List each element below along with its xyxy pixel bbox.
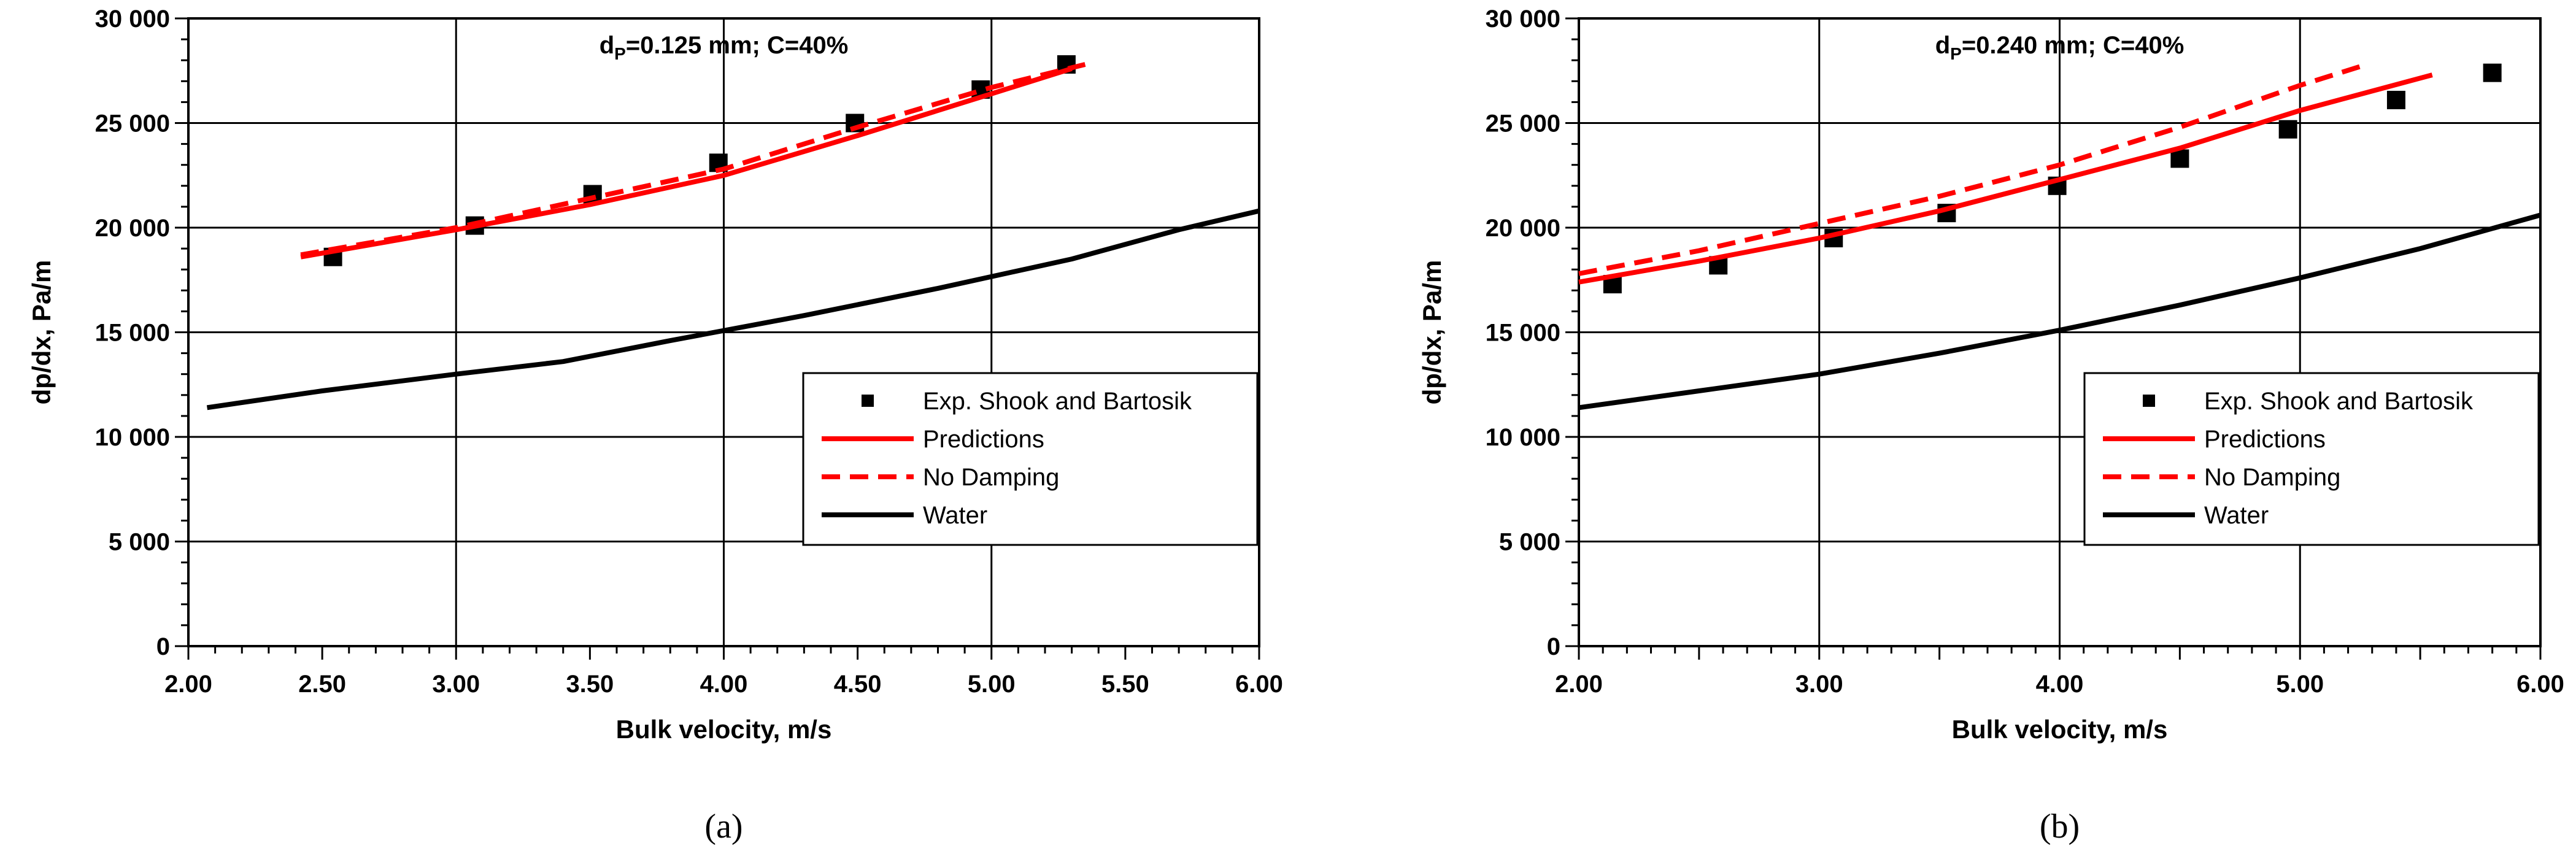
title-subscript: P <box>614 44 626 63</box>
y-tick-label: 25 000 <box>95 110 170 137</box>
legend-label: Water <box>2204 502 2269 529</box>
y-tick-label: 20 000 <box>1486 215 1560 242</box>
data-point-marker <box>2483 63 2502 82</box>
x-tick-label: 5.00 <box>968 671 1016 698</box>
axis-ticks <box>1565 17 2542 660</box>
chart-title: dP=0.125 mm; C=40% <box>600 32 849 63</box>
x-tick-label: 2.50 <box>298 671 346 698</box>
x-tick-label: 2.00 <box>1555 671 1603 698</box>
chart-panel-a: 2.00 2.50 3.00 3.50 4.00 4.50 5.00 5.50 6.00 0 5 0… <box>27 6 1283 846</box>
panel-caption: (b) <box>2040 808 2080 846</box>
legend-marker-key <box>862 395 874 407</box>
legend-label: Water <box>923 502 987 529</box>
legend-marker-key <box>2143 395 2155 407</box>
y-tick-label: 30 000 <box>95 6 170 33</box>
legend-label: Exp. Shook and Bartosik <box>923 388 1192 415</box>
water-line <box>206 208 1260 411</box>
x-axis-label: Bulk velocity, m/s <box>1952 715 2168 744</box>
chart-panel-b: 2.00 3.00 4.00 5.00 6.00 0 5 000 10 000 15 000 20… <box>1417 6 2564 846</box>
axis-ticks <box>175 17 1260 660</box>
x-tick-label: 6.00 <box>1235 671 1283 698</box>
y-tick-label: 10 000 <box>1486 424 1560 451</box>
title-rest: =0.125 mm; C=40% <box>626 32 848 59</box>
legend-label: Exp. Shook and Bartosik <box>2204 388 2474 415</box>
x-tick-label: 4.00 <box>2036 671 2084 698</box>
title-rest: =0.240 mm; C=40% <box>1962 32 2184 59</box>
x-tick-label: 5.00 <box>2276 671 2324 698</box>
y-tick-label: 0 <box>1547 633 1560 660</box>
series-group <box>1578 63 2542 411</box>
x-axis-label: Bulk velocity, m/s <box>616 715 832 744</box>
x-tick-label: 3.00 <box>1795 671 1843 698</box>
legend: Exp. Shook and Bartosik Predictions No Dam… <box>802 372 1259 546</box>
panel-caption: (a) <box>704 808 742 846</box>
no-damping-line <box>300 62 1086 258</box>
title-main: d <box>600 32 614 59</box>
chart-title: dP=0.240 mm; C=40% <box>1935 32 2185 63</box>
water-line <box>1578 212 2542 411</box>
data-point-marker <box>2278 120 2297 139</box>
legend-label: Predictions <box>923 426 1044 453</box>
y-tick-label: 5 000 <box>1499 529 1560 556</box>
series-group <box>206 55 1260 411</box>
data-point-marker <box>2170 149 2189 168</box>
title-subscript: P <box>1950 44 1962 63</box>
predictions-line <box>300 66 1073 260</box>
x-tick-label: 2.00 <box>164 671 212 698</box>
y-tick-label: 10 000 <box>95 424 170 451</box>
y-tick-label: 30 000 <box>1486 6 1560 33</box>
legend-label: Predictions <box>2204 426 2326 453</box>
no-damping-line <box>1578 64 2361 276</box>
x-tick-label: 3.00 <box>432 671 480 698</box>
y-tick-label: 5 000 <box>109 529 170 556</box>
legend: Exp. Shook and Bartosik Predictions No Dam… <box>2083 372 2540 546</box>
predictions-line <box>1578 72 2433 285</box>
legend-label: No Damping <box>923 464 1059 491</box>
title-main: d <box>1935 32 1950 59</box>
legend-label: No Damping <box>2204 464 2340 491</box>
y-tick-label: 15 000 <box>95 320 170 347</box>
y-tick-label: 0 <box>156 633 170 660</box>
x-tick-label: 4.00 <box>700 671 748 698</box>
y-tick-label: 20 000 <box>95 215 170 242</box>
x-tick-label: 3.50 <box>566 671 614 698</box>
x-tick-label: 5.50 <box>1101 671 1149 698</box>
y-axis-label: dp/dx, Pa/m <box>1417 260 1446 405</box>
y-tick-label: 25 000 <box>1486 110 1560 137</box>
y-axis-label: dp/dx, Pa/m <box>27 260 56 405</box>
x-tick-label: 4.50 <box>834 671 882 698</box>
y-tick-label: 15 000 <box>1486 320 1560 347</box>
x-tick-label: 6.00 <box>2516 671 2564 698</box>
data-point-marker <box>2386 90 2405 109</box>
